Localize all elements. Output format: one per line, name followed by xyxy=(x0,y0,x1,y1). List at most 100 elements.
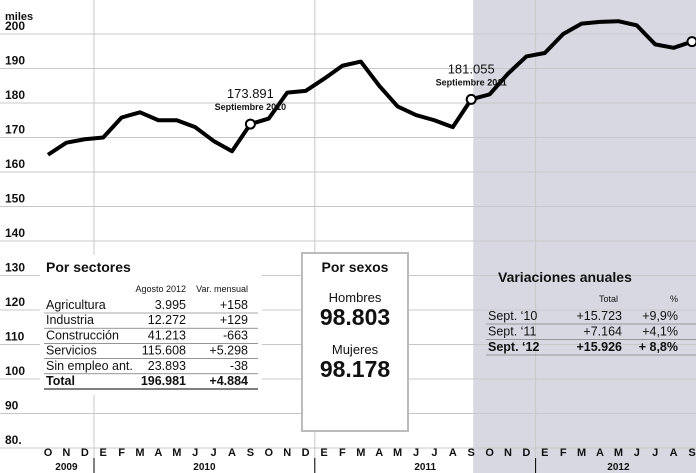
x-tick-label: O xyxy=(44,447,53,459)
data-line xyxy=(46,19,693,157)
year-label: 2012 xyxy=(607,462,630,473)
sectores-cell: 23.893 xyxy=(148,359,186,373)
x-tick-label: O xyxy=(265,447,274,459)
sexos-label: Mujeres xyxy=(332,342,379,357)
point-marker xyxy=(244,118,256,130)
sectores-cell: 12.272 xyxy=(148,313,186,327)
sexos-value: 98.803 xyxy=(320,304,390,330)
y-axis-label: miles xyxy=(5,11,33,23)
x-tick-label: N xyxy=(504,447,512,459)
x-tick-label: M xyxy=(356,447,365,459)
x-tick-label: S xyxy=(688,447,695,459)
y-tick-label: 150 xyxy=(5,192,25,206)
x-tick-label: N xyxy=(283,447,291,459)
x-tick-label: A xyxy=(228,447,236,459)
x-tick-label: N xyxy=(62,447,70,459)
x-tick-label: M xyxy=(614,447,623,459)
sexos-value: 98.178 xyxy=(320,356,391,382)
sectores-cell: Construcción xyxy=(46,328,119,342)
sectores-cell: Sin empleo ant. xyxy=(46,359,133,373)
x-tick-label: F xyxy=(339,447,346,459)
y-tick-label: 190 xyxy=(5,54,25,68)
variaciones-cell: +7.164 xyxy=(583,325,622,339)
sectores-cell: Agricultura xyxy=(46,298,106,312)
sectores-header: Var. mensual xyxy=(196,284,248,294)
x-tick-label: D xyxy=(522,447,530,459)
variaciones-cell: + 8,8% xyxy=(639,340,678,354)
x-tick-label: J xyxy=(652,447,658,459)
x-tick-label: M xyxy=(577,447,586,459)
y-tick-label: 200 xyxy=(5,19,25,33)
variaciones-header: Total xyxy=(599,294,618,304)
variaciones-cell: +4,1% xyxy=(642,325,678,339)
year-label: 2011 xyxy=(414,462,436,473)
sectores-cell: +4.884 xyxy=(209,374,248,388)
sectores-header: Agosto 2012 xyxy=(135,284,186,294)
variaciones-title: Variaciones anuales xyxy=(498,269,632,285)
sectores-panel xyxy=(40,255,262,395)
annotation-sub: Septiembre 2011 xyxy=(436,77,507,87)
sectores-title: Por sectores xyxy=(46,259,131,275)
sectores-cell: Servicios xyxy=(46,344,97,358)
y-tick-label: 140 xyxy=(5,226,25,240)
sectores-cell: -38 xyxy=(230,359,248,373)
sexos-title: Por sexos xyxy=(322,259,389,275)
y-tick-label: 90 xyxy=(5,399,19,413)
x-tick-label: M xyxy=(172,447,181,459)
x-tick-label: D xyxy=(81,447,89,459)
variaciones-header: % xyxy=(670,294,678,304)
year-label: 2010 xyxy=(193,462,216,473)
annotation-sub: Septiembre 2010 xyxy=(215,102,287,112)
y-tick-label: 80. xyxy=(5,433,22,447)
variaciones-cell: Sept. ‘12 xyxy=(488,340,539,354)
sexos-panel xyxy=(301,252,409,432)
x-tick-label: J xyxy=(634,447,640,459)
sectores-cell: 3.995 xyxy=(155,298,186,312)
x-tick-label: F xyxy=(118,447,125,459)
y-tick-label: 160 xyxy=(5,157,25,171)
x-tick-label: E xyxy=(100,447,107,459)
x-tick-label: J xyxy=(192,447,198,459)
shaded-period xyxy=(473,0,696,473)
y-tick-label: 170 xyxy=(5,123,25,137)
y-tick-label: 180 xyxy=(5,88,25,102)
x-tick-label: J xyxy=(211,447,217,459)
sectores-cell: 41.213 xyxy=(148,328,186,342)
point-marker xyxy=(465,93,477,105)
y-tick-label: 100 xyxy=(5,364,25,378)
x-tick-label: A xyxy=(670,447,678,459)
x-tick-label: F xyxy=(560,447,567,459)
year-label: 2009 xyxy=(55,462,78,473)
x-tick-label: M xyxy=(135,447,144,459)
x-tick-label: A xyxy=(449,447,457,459)
y-tick-label: 110 xyxy=(5,330,25,344)
x-tick-label: D xyxy=(302,447,310,459)
y-tick-label: 120 xyxy=(5,295,25,309)
sexos-label: Hombres xyxy=(329,290,382,305)
x-tick-label: A xyxy=(596,447,604,459)
variaciones-cell: +15.926 xyxy=(576,340,622,354)
sectores-cell: -663 xyxy=(223,328,248,342)
x-tick-label: O xyxy=(485,447,494,459)
annotation-value: 173.891 xyxy=(227,86,274,101)
sectores-cell: 115.608 xyxy=(142,344,186,358)
sectores-cell: +129 xyxy=(220,313,248,327)
variaciones-cell: Sept. ‘11 xyxy=(488,325,536,339)
x-tick-label: E xyxy=(320,447,327,459)
sectores-cell: Total xyxy=(46,374,75,388)
x-tick-label: S xyxy=(247,447,254,459)
x-tick-label: E xyxy=(541,447,548,459)
variaciones-cell: Sept. ‘10 xyxy=(488,309,537,323)
x-tick-label: M xyxy=(393,447,402,459)
x-tick-label: S xyxy=(468,447,475,459)
annotation-value: 181.055 xyxy=(448,61,495,76)
sectores-cell: +158 xyxy=(220,298,248,312)
x-tick-label: J xyxy=(413,447,419,459)
x-tick-label: A xyxy=(375,447,383,459)
variaciones-cell: +15.723 xyxy=(576,309,622,323)
end-marker xyxy=(686,36,696,48)
sectores-cell: +5.298 xyxy=(209,344,248,358)
sectores-cell: Industria xyxy=(46,313,94,327)
sectores-cell: 196.981 xyxy=(141,374,186,388)
